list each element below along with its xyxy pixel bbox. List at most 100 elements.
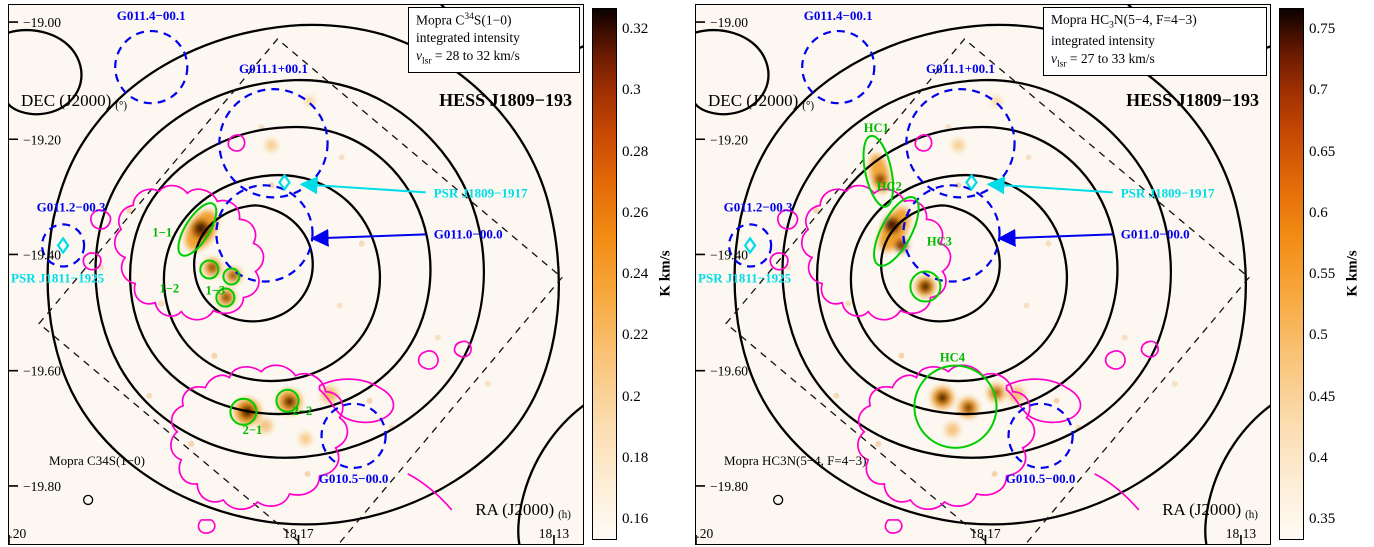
ra-tick-label: 18.13 [1226,526,1257,541]
dec-tick-label: −19.60 [23,364,61,379]
clump-ellipse-hc3 [909,270,942,303]
colorbar-tick: 0.35 [1309,511,1336,527]
sky-map-hc3n: −19.00 −19.20 −19.40 −19.60 −19.80 18.20… [695,4,1271,545]
colorbar-tick-labels-c34s: 0.32 0.3 0.28 0.26 0.24 0.22 0.2 0.18 0.… [622,8,660,540]
psr-label-j1809: PSR J1809−1917 [434,185,528,200]
colorbar-tick: 0.18 [622,449,649,466]
colorbar-tick: 0.7 [1309,82,1328,99]
info-velocity-rest: = 27 to 33 km/s [1066,51,1155,67]
info-velocity: vlsr = 28 to 32 km/s [416,47,572,68]
dec-tick-label: −19.80 [23,479,61,494]
ra-tick-label: 18.20 [9,526,26,541]
snr-circle-g0114 [114,29,189,105]
info-molecule-rest: N(5−4, F=4−3) [1113,12,1197,27]
sky-map-c34s: −19.00 −19.20 −19.40 −19.60 −19.80 18.20… [8,4,584,545]
g0110-arrow [997,228,1113,247]
dec-tick-label: −19.40 [23,247,61,262]
mapping-region-dashed-square [38,38,563,544]
dec-tick-label: −19.80 [710,479,748,494]
beam-label: Mopra HC3N(5−4, F=4−3) [724,453,866,468]
ra-tick-label: 18.20 [696,526,713,541]
info-velocity-v: v [416,48,422,64]
clump-label-1-3: 1−3 [206,284,226,298]
dec-tick-label: −19.00 [710,15,748,30]
snr-label-g0112: G011.2−00.3 [37,199,106,214]
pulsar-markers [743,173,978,255]
hess-tev-contours [696,5,1270,544]
clump-ellipse-hc1 [862,134,895,208]
colorbar-tick: 0.24 [622,266,649,282]
axis-label-ra-unit: (h) [1245,509,1258,521]
colorbar-c34s [592,8,617,540]
info-line2: integrated intensity [1051,33,1155,49]
axis-label-ra: RA (J2000) (h) [475,500,571,521]
dec-tick-label: −19.20 [23,132,61,147]
info-molecule-superscript: 34 [464,12,474,22]
clump-ellipses [862,134,998,449]
psr-j1811-diamond [56,236,70,255]
clump-label-1-2: 1−2 [159,282,179,296]
colorbar-tick: 0.16 [622,511,649,527]
snr-circle-g0112 [40,223,86,268]
beam-circle [772,494,784,506]
snr-label-g0110: G011.0−00.0 [1121,226,1190,241]
colorbar-unit-wrap: K km/s [1335,0,1371,547]
colorbar-unit-wrap: K km/s [648,0,684,547]
snr-circle-g0110 [902,184,1001,283]
colorbar-tick: 0.45 [1309,388,1336,405]
colorbar-tick: 0.3 [622,82,641,99]
colorbar-tick: 0.75 [1309,21,1336,37]
axis-label-dec-unit: (°) [115,100,127,112]
psr-label-j1809: PSR J1809−1917 [1121,185,1215,200]
colorbar-tick: 0.4 [1309,449,1328,466]
psr-j1811-diamond [743,236,757,255]
dec-tick-marks [696,21,706,487]
snr-label-g0112: G011.2−00.3 [724,199,793,214]
ra-tick-marks [9,534,555,544]
colorbar-tick: 0.5 [1309,327,1328,344]
info-velocity-sub: lsr [1057,59,1067,70]
ra-tick-label: 18.17 [970,526,1001,541]
colorbar-tick: 0.32 [622,21,649,37]
clump-label-2-2: 2−2 [293,404,313,418]
axis-label-dec-text: DEC (J2000) [21,91,111,110]
clump-label-hc3: HC3 [927,234,952,248]
psr-j1809-diamond [965,173,978,192]
beam-circle [82,494,94,506]
axis-label-ra-text: RA (J2000) [1162,500,1241,519]
emission-heatmap [185,96,338,445]
snr-circle-g0111 [218,88,329,199]
info-molecule: Mopra C34S(1−0) [416,11,572,29]
info-molecule-rest: S(1−0) [473,12,512,28]
axis-label-ra-text: RA (J2000) [475,500,554,519]
info-velocity-v: v [1051,51,1057,67]
info-molecule-prefix: Mopra HC [1051,12,1110,27]
mapping-region-dashed-square [725,38,1250,544]
axis-label-dec-text: DEC (J2000) [708,91,798,110]
dec-tick-label: −19.60 [710,364,748,379]
map-svg-hc3n: −19.00 −19.20 −19.40 −19.60 −19.80 18.20… [696,5,1270,544]
clump-ellipse-1-3 [222,267,241,286]
psr-j1809-arrow [986,176,1113,195]
snr-label-g0114: G011.4−00.1 [117,8,186,23]
info-box-c34s: Mopra C34S(1−0) integrated intensity vls… [408,7,580,74]
dec-tick-marks [9,21,19,487]
colorbar-tick: 0.65 [1309,143,1336,160]
psr-label-j1811: PSR J1811−1925 [698,271,792,286]
snr-label-g0111: G011.1+00.1 [239,61,308,76]
colorbar-tick: 0.28 [622,143,649,160]
clump-ellipse-2-2 [275,388,300,413]
info-velocity-rest: = 28 to 32 km/s [431,48,520,64]
info-molecule-prefix: Mopra C [416,12,465,28]
clump-label-hc2: HC2 [877,179,902,193]
clump-ellipse-1-2 [199,259,220,280]
colorbar-tick: 0.6 [1309,204,1328,221]
clump-ellipse-hc4 [913,364,998,449]
snr-circle-g0112 [727,223,773,268]
clump-label-hc1: HC1 [864,121,889,135]
map-svg-c34s: −19.00 −19.20 −19.40 −19.60 −19.80 18.20… [9,5,583,544]
clump-label-hc4: HC4 [940,351,966,365]
snr-circles [727,29,1074,469]
dec-tick-label: −19.40 [710,247,748,262]
